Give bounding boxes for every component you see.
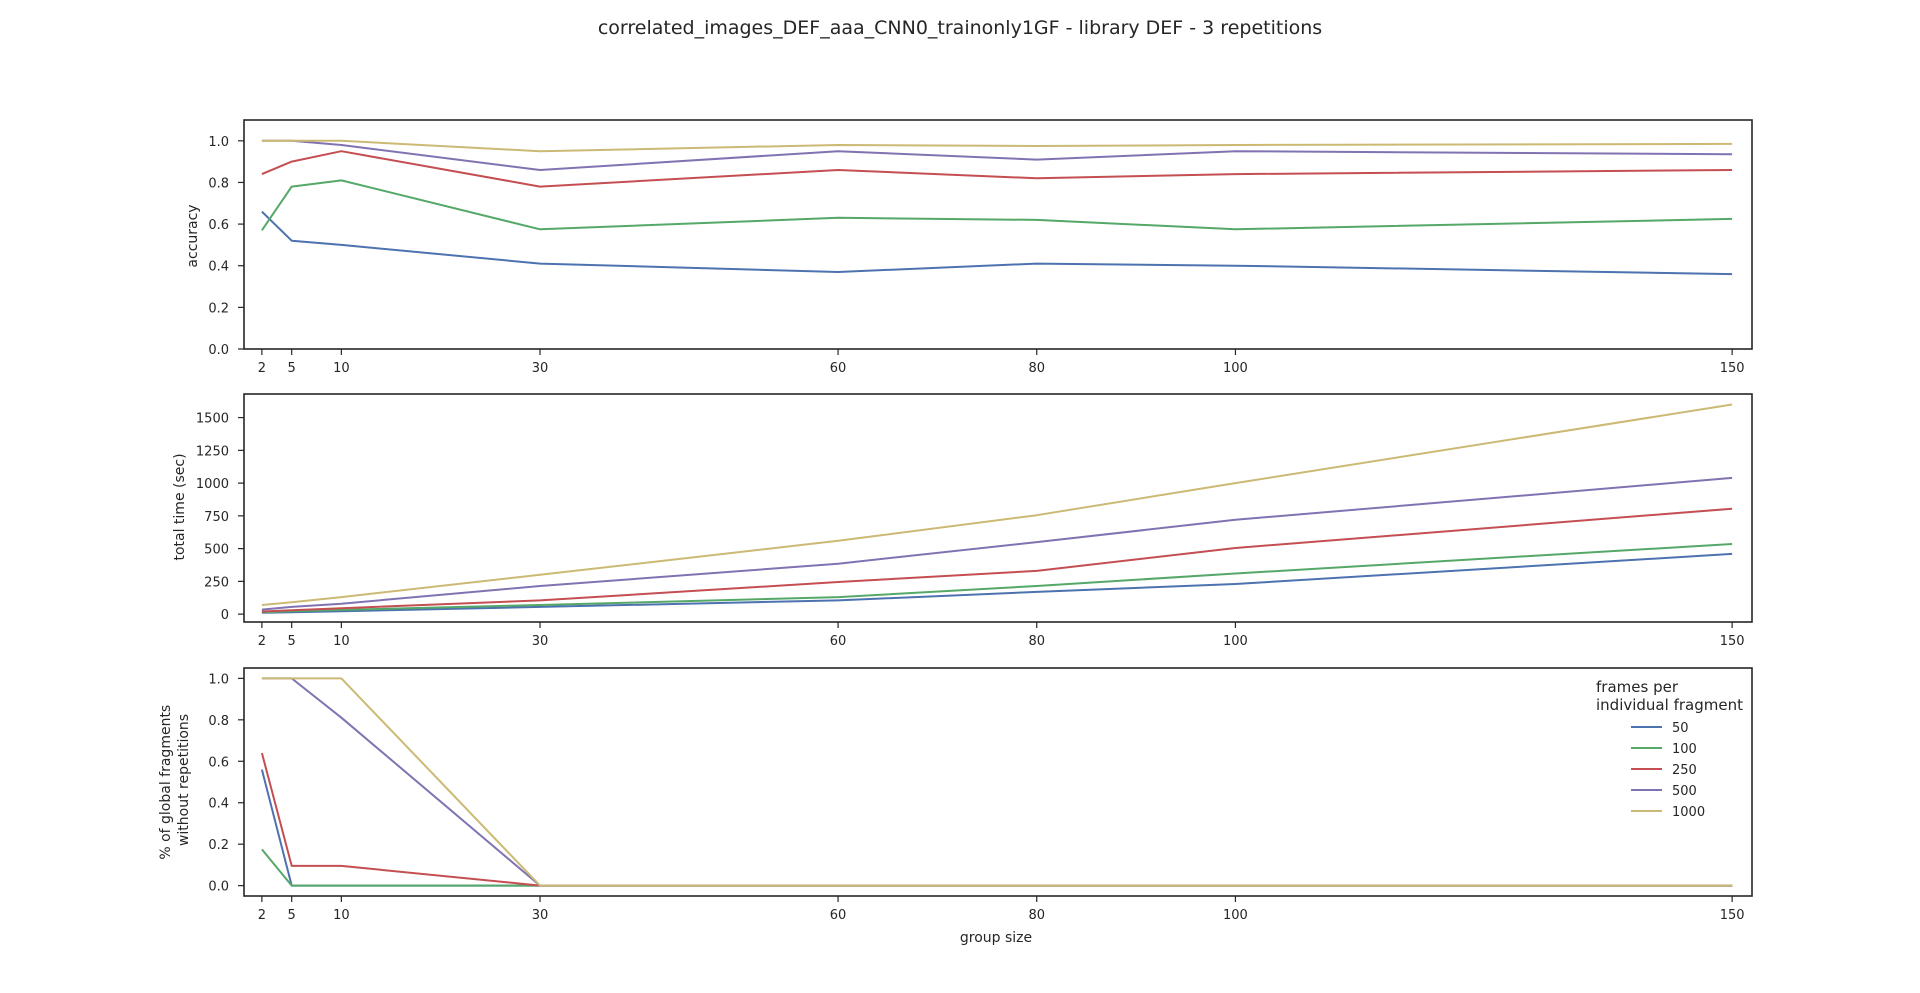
legend-title-line2: individual fragment bbox=[1596, 696, 1743, 714]
y-tick-label: 0 bbox=[221, 608, 229, 623]
plot-frame bbox=[244, 120, 1752, 349]
y-tick-label: 0.8 bbox=[208, 176, 229, 191]
y-tick-label: 0.6 bbox=[208, 755, 229, 770]
series-line-50 bbox=[262, 770, 1732, 886]
x-tick-label: 30 bbox=[532, 908, 549, 923]
fragments-panel: % of global fragments without repetition… bbox=[158, 668, 1752, 946]
y-tick-label: 1250 bbox=[196, 444, 229, 459]
series-line-500 bbox=[262, 478, 1732, 610]
y-tick-label: 0.0 bbox=[208, 343, 229, 358]
legend-label-100: 100 bbox=[1672, 742, 1697, 757]
series-line-50 bbox=[262, 554, 1732, 613]
total-time-ylabel: total time (sec) bbox=[172, 453, 188, 560]
accuracy-ylabel: accuracy bbox=[185, 204, 201, 267]
y-tick-label: 0.4 bbox=[208, 797, 229, 812]
series-line-100 bbox=[262, 180, 1732, 230]
legend-label-50: 50 bbox=[1672, 721, 1689, 736]
y-tick-label: 0.2 bbox=[208, 838, 229, 853]
x-tick-label: 60 bbox=[830, 908, 847, 923]
x-tick-label: 80 bbox=[1028, 908, 1045, 923]
y-tick-label: 500 bbox=[204, 543, 229, 558]
x-tick-label: 30 bbox=[532, 361, 549, 376]
x-tick-label: 60 bbox=[830, 361, 847, 376]
y-tick-label: 750 bbox=[204, 510, 229, 525]
legend-title-line1: frames per bbox=[1596, 678, 1679, 696]
series-line-500 bbox=[262, 678, 1732, 885]
x-tick-label: 80 bbox=[1028, 634, 1045, 649]
x-tick-label: 150 bbox=[1720, 908, 1745, 923]
y-tick-label: 1.0 bbox=[208, 672, 229, 687]
y-tick-label: 0.2 bbox=[208, 301, 229, 316]
x-tick-label: 80 bbox=[1028, 361, 1045, 376]
series-line-250 bbox=[262, 151, 1732, 186]
accuracy-panel: accuracy 2 5 10 30 60 80 100 150 0.0 0.2 0.4 0.6 0.8… bbox=[185, 120, 1752, 376]
x-tick-label: 2 bbox=[258, 361, 266, 376]
x-tick-label: 5 bbox=[288, 361, 296, 376]
x-tick-label: 100 bbox=[1223, 361, 1248, 376]
y-tick-label: 250 bbox=[204, 575, 229, 590]
fragments-ylabel-line2: without repetitions bbox=[176, 714, 192, 846]
x-tick-label: 5 bbox=[288, 634, 296, 649]
y-tick-label: 0.8 bbox=[208, 714, 229, 729]
y-tick-label: 0.4 bbox=[208, 260, 229, 275]
x-tick-label: 2 bbox=[258, 634, 266, 649]
x-tick-label: 60 bbox=[830, 634, 847, 649]
series-line-50 bbox=[262, 212, 1732, 275]
legend-label-1000: 1000 bbox=[1672, 805, 1705, 820]
x-tick-label: 150 bbox=[1720, 361, 1745, 376]
legend-label-250: 250 bbox=[1672, 763, 1697, 778]
x-tick-label: 2 bbox=[258, 908, 266, 923]
legend: frames per individual fragment 50 100 250 5… bbox=[1596, 678, 1743, 820]
series-line-250 bbox=[262, 509, 1732, 612]
x-tick-label: 10 bbox=[333, 634, 350, 649]
series-line-1000 bbox=[262, 141, 1732, 151]
y-tick-label: 1500 bbox=[196, 412, 229, 427]
y-tick-label: 0.6 bbox=[208, 218, 229, 233]
x-tick-label: 30 bbox=[532, 634, 549, 649]
total-time-panel: total time (sec) 2 5 10 30 60 80 100 1500250500… bbox=[172, 394, 1752, 649]
x-tick-label: 100 bbox=[1223, 634, 1248, 649]
x-tick-label: 10 bbox=[333, 908, 350, 923]
figure-title: correlated_images_DEF_aaa_CNN0_trainonly… bbox=[598, 17, 1322, 39]
y-tick-label: 1000 bbox=[196, 477, 229, 492]
y-tick-label: 0.0 bbox=[208, 880, 229, 895]
x-tick-label: 10 bbox=[333, 361, 350, 376]
fragments-ylabel-line1: % of global fragments bbox=[158, 705, 174, 860]
series-line-250 bbox=[262, 753, 1732, 886]
x-tick-label: 150 bbox=[1720, 634, 1745, 649]
series-line-1000 bbox=[262, 405, 1732, 606]
series-line-1000 bbox=[262, 678, 1732, 885]
y-tick-label: 1.0 bbox=[208, 135, 229, 150]
x-tick-label: 5 bbox=[288, 908, 296, 923]
x-tick-label: 100 bbox=[1223, 908, 1248, 923]
legend-label-500: 500 bbox=[1672, 784, 1697, 799]
xlabel: group size bbox=[960, 930, 1032, 946]
plot-frame bbox=[244, 668, 1752, 896]
fragments-ylabel: % of global fragments without repetition… bbox=[158, 700, 192, 859]
